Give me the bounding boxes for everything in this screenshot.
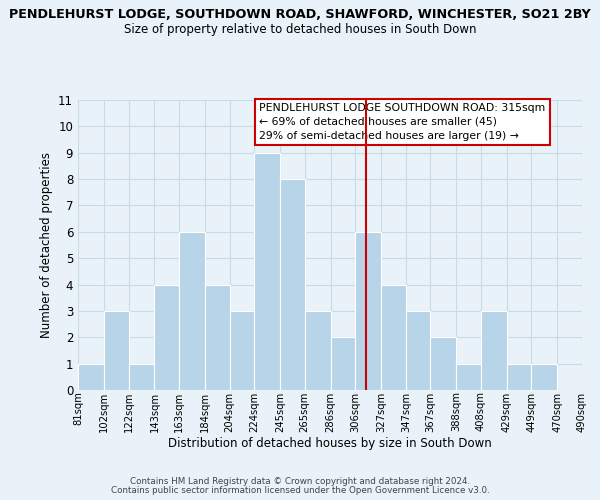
Bar bbox=[406, 311, 430, 390]
Bar bbox=[280, 179, 305, 390]
Bar bbox=[481, 311, 507, 390]
Bar bbox=[254, 152, 280, 390]
Bar bbox=[128, 364, 154, 390]
Text: PENDLEHURST LODGE, SOUTHDOWN ROAD, SHAWFORD, WINCHESTER, SO21 2BY: PENDLEHURST LODGE, SOUTHDOWN ROAD, SHAWF… bbox=[9, 8, 591, 20]
Bar bbox=[78, 364, 104, 390]
Bar bbox=[507, 364, 532, 390]
Bar bbox=[305, 311, 331, 390]
Bar bbox=[532, 364, 557, 390]
Text: Size of property relative to detached houses in South Down: Size of property relative to detached ho… bbox=[124, 22, 476, 36]
Text: Contains public sector information licensed under the Open Government Licence v3: Contains public sector information licen… bbox=[110, 486, 490, 495]
Bar bbox=[457, 364, 481, 390]
Bar bbox=[430, 338, 457, 390]
Bar bbox=[205, 284, 230, 390]
Text: Contains HM Land Registry data © Crown copyright and database right 2024.: Contains HM Land Registry data © Crown c… bbox=[130, 477, 470, 486]
Bar bbox=[381, 284, 406, 390]
X-axis label: Distribution of detached houses by size in South Down: Distribution of detached houses by size … bbox=[168, 438, 492, 450]
Bar bbox=[230, 311, 254, 390]
Text: PENDLEHURST LODGE SOUTHDOWN ROAD: 315sqm
← 69% of detached houses are smaller (4: PENDLEHURST LODGE SOUTHDOWN ROAD: 315sqm… bbox=[259, 103, 545, 141]
Bar bbox=[355, 232, 381, 390]
Bar bbox=[179, 232, 205, 390]
Bar bbox=[331, 338, 355, 390]
Bar bbox=[154, 284, 179, 390]
Y-axis label: Number of detached properties: Number of detached properties bbox=[40, 152, 53, 338]
Bar bbox=[104, 311, 128, 390]
